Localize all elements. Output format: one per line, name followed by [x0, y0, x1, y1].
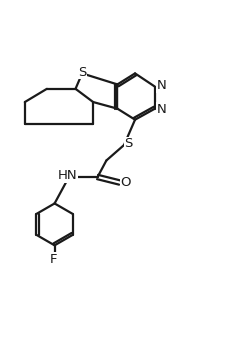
Text: N: N — [156, 103, 166, 116]
Text: F: F — [50, 252, 57, 266]
Text: HN: HN — [58, 170, 77, 182]
Text: S: S — [78, 66, 86, 79]
Text: O: O — [120, 176, 130, 189]
Text: N: N — [156, 79, 166, 92]
Text: S: S — [124, 137, 132, 150]
